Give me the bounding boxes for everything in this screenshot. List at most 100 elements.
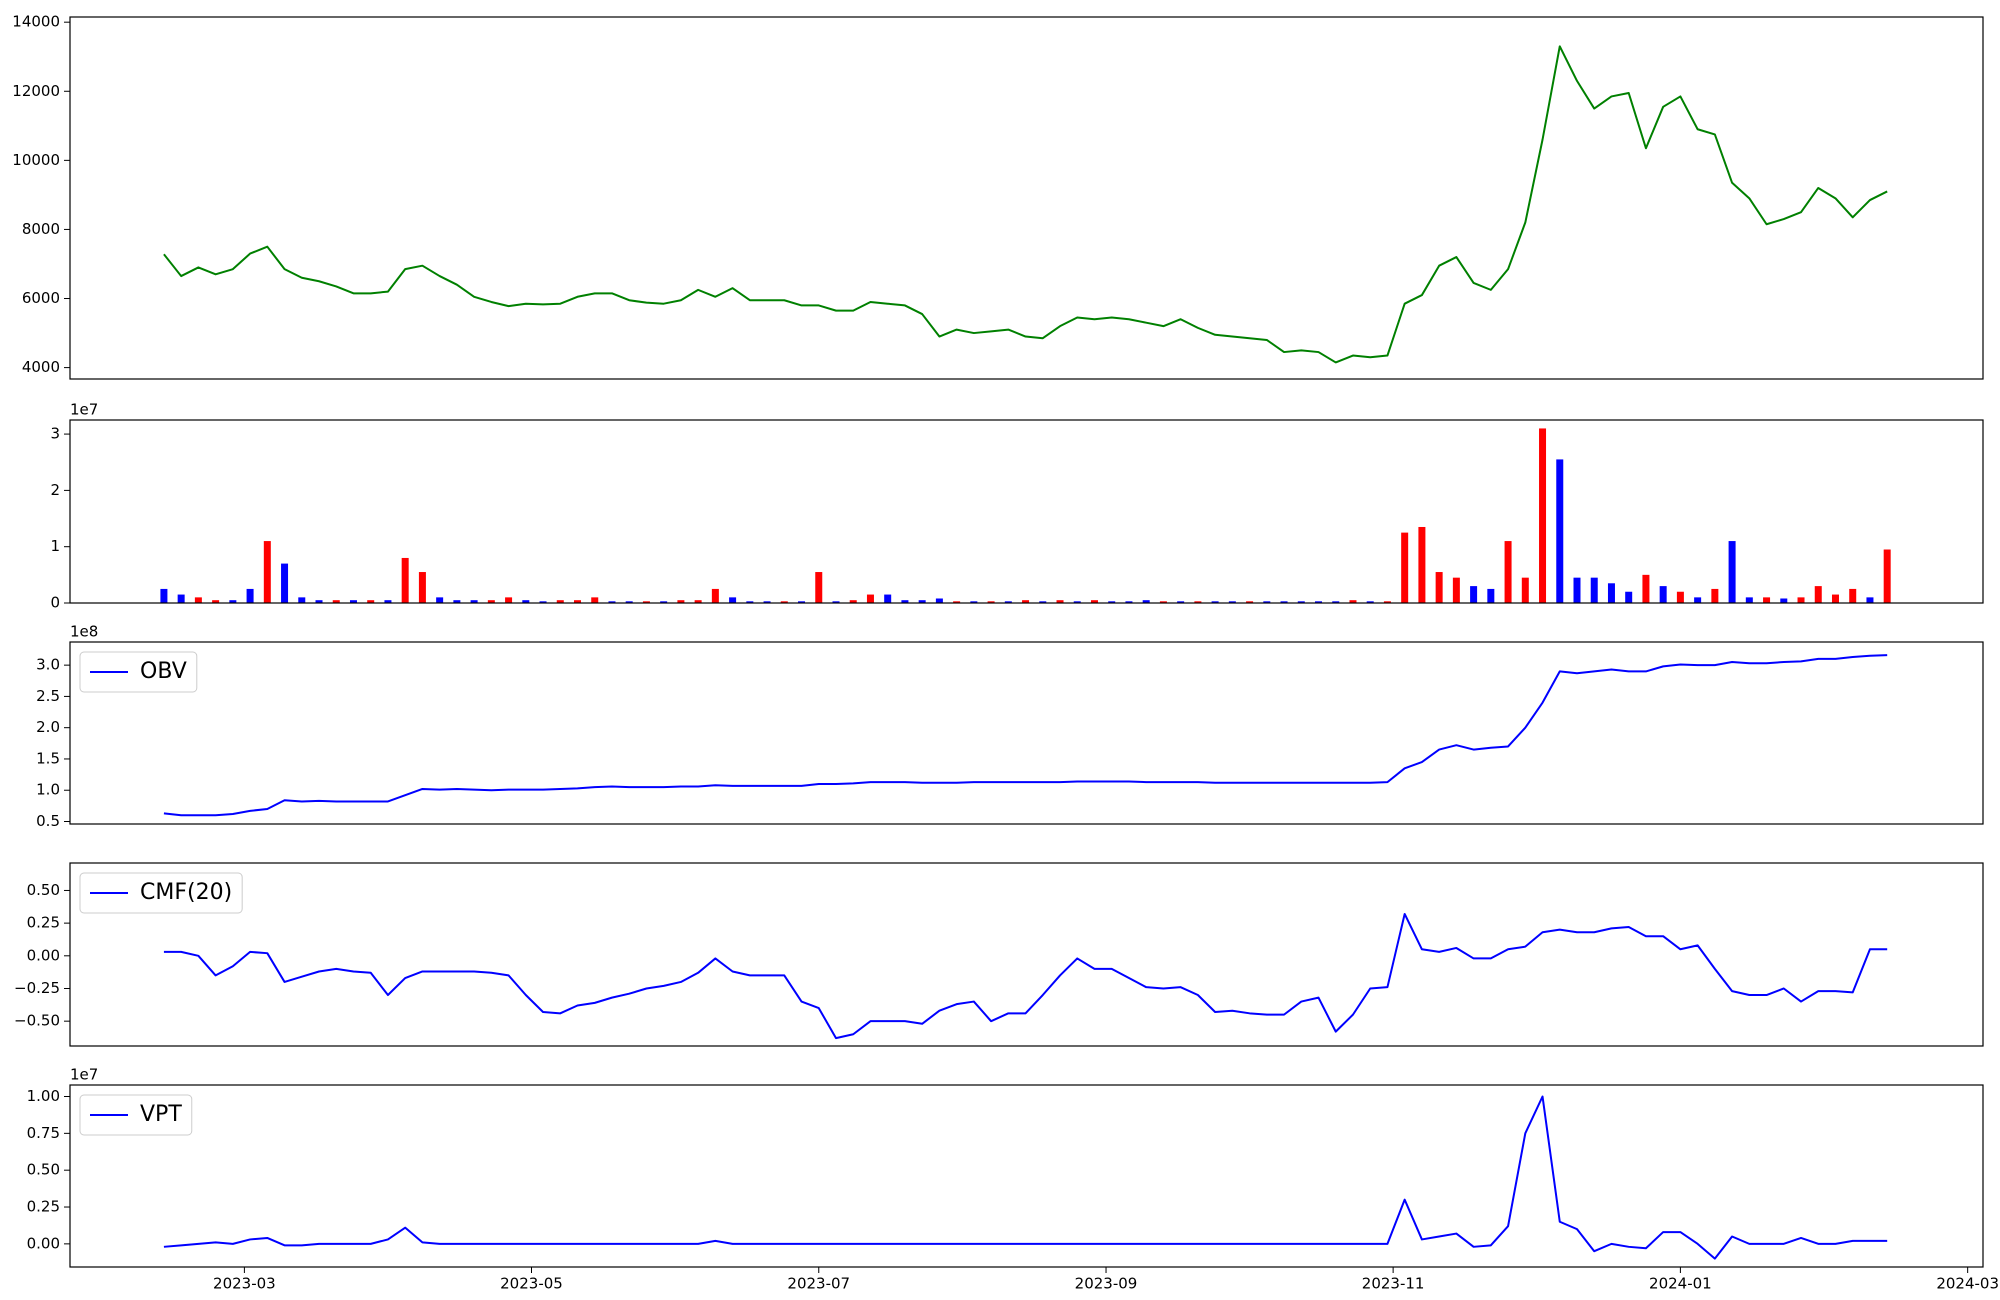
volume-bar — [556, 600, 564, 603]
volume-bar — [1435, 572, 1443, 603]
volume-bar — [1349, 600, 1357, 603]
volume-bar — [1228, 601, 1236, 603]
y-tick-label: 2 — [50, 481, 60, 499]
volume-bar — [1315, 601, 1323, 603]
volume-bar — [229, 600, 237, 603]
y-tick-label: 1.5 — [36, 749, 60, 767]
volume-bar — [1883, 549, 1891, 603]
subplot: 0.5 1.0 1.5 2.0 2.5 3.0 1e8 OBV — [36, 623, 1984, 830]
volume-bar — [1159, 601, 1167, 603]
volume-bar — [1263, 601, 1271, 603]
volume-bar — [1676, 591, 1684, 603]
axes-frame — [69, 641, 1984, 825]
volume-bar — [263, 541, 271, 603]
legend-box — [79, 1094, 193, 1136]
volume-bar — [1728, 541, 1736, 603]
volume-bar — [574, 600, 582, 603]
volume-bar — [160, 588, 168, 603]
subplot: 0 1 2 3 1e7 — [50, 401, 1984, 612]
volume-bar — [970, 601, 978, 603]
volume-bar — [1125, 601, 1133, 603]
y-tick-label: 10000 — [12, 151, 60, 169]
volume-bar — [935, 598, 943, 603]
volume-bar — [1556, 459, 1564, 603]
volume-bar — [746, 601, 754, 603]
volume-bar — [1142, 600, 1150, 603]
volume-bar — [1607, 583, 1615, 603]
volume-bar — [1383, 601, 1391, 603]
axis-offset-label: 1e7 — [70, 401, 98, 419]
y-tick-label: 3.0 — [36, 656, 60, 674]
volume-bar — [642, 601, 650, 603]
volume-bar — [625, 601, 633, 603]
y-tick-label: 0.00 — [27, 1234, 60, 1252]
volume-bar — [384, 600, 392, 603]
subplot: −0.50 −0.25 0.00 0.25 0.50 CMF(20) — [14, 862, 1984, 1047]
y-tick-label: 1.00 — [27, 1087, 60, 1105]
volume-bar — [1246, 601, 1254, 603]
volume-bar — [1521, 577, 1529, 603]
volume-bar — [522, 600, 530, 603]
volume-bar — [1022, 600, 1030, 603]
legend-label: VPT — [140, 1102, 182, 1127]
volume-bar — [1039, 601, 1047, 603]
volume-bar — [1814, 586, 1822, 603]
y-tick-label: 12000 — [12, 82, 60, 100]
volume-bar — [1831, 594, 1839, 603]
volume-bar — [1763, 597, 1771, 603]
volume-bar — [1194, 601, 1202, 603]
y-tick-label: 6000 — [22, 289, 60, 307]
volume-bar — [470, 600, 478, 603]
axes-frame — [69, 16, 1984, 380]
volume-bar — [832, 601, 840, 603]
volume-bar — [1211, 601, 1219, 603]
series-line — [163, 45, 1888, 364]
x-tick-label: 2023-11 — [1362, 1275, 1425, 1293]
volume-bar — [298, 597, 306, 603]
volume-bar — [918, 600, 926, 603]
y-tick-label: 0.50 — [27, 881, 60, 899]
legend: OBV — [79, 651, 198, 693]
volume-bar — [315, 600, 323, 603]
volume-bar — [1470, 586, 1478, 603]
volume-bar — [901, 600, 909, 603]
volume-bar — [212, 600, 220, 603]
y-tick-label: 0.50 — [27, 1161, 60, 1179]
volume-bar — [1297, 601, 1305, 603]
volume-bar — [849, 600, 857, 603]
volume-bar — [1004, 601, 1012, 603]
volume-bar — [608, 601, 616, 603]
series-line — [163, 912, 1888, 1040]
subplot: 4000 6000 8000 10000 12000 14000 — [12, 13, 1984, 380]
volume-bar — [1504, 541, 1512, 603]
axes-frame — [69, 1084, 1984, 1268]
subplot: 0.00 0.25 0.50 0.75 1.00 1e7 2023-03 2023-05 202… — [27, 1066, 1999, 1293]
legend: CMF(20) — [79, 872, 243, 914]
legend: VPT — [79, 1094, 193, 1136]
volume-bar — [487, 600, 495, 603]
y-tick-label: 14000 — [12, 13, 60, 31]
volume-bar — [349, 600, 357, 603]
volume-bar — [194, 597, 202, 603]
volume-bar — [1177, 601, 1185, 603]
y-tick-label: 0 — [50, 594, 60, 612]
series-line — [163, 654, 1888, 817]
volume-bar — [1694, 597, 1702, 603]
axes-frame — [69, 862, 1984, 1047]
y-tick-label: 3 — [50, 425, 60, 443]
volume-bar — [591, 597, 599, 603]
volume-bar — [281, 563, 289, 603]
volume-bar — [1849, 588, 1857, 603]
x-tick-label: 2023-05 — [500, 1275, 563, 1293]
volume-bar — [866, 594, 874, 603]
volume-bar — [539, 601, 547, 603]
volume-bar — [1642, 574, 1650, 603]
x-tick-label: 2024-01 — [1649, 1275, 1712, 1293]
volume-bar — [815, 572, 823, 603]
volume-bar — [1590, 577, 1598, 603]
x-tick-label: 2023-07 — [787, 1275, 850, 1293]
y-tick-label: 0.25 — [27, 1198, 60, 1216]
legend-label: OBV — [140, 659, 187, 684]
series-line — [163, 1095, 1888, 1260]
